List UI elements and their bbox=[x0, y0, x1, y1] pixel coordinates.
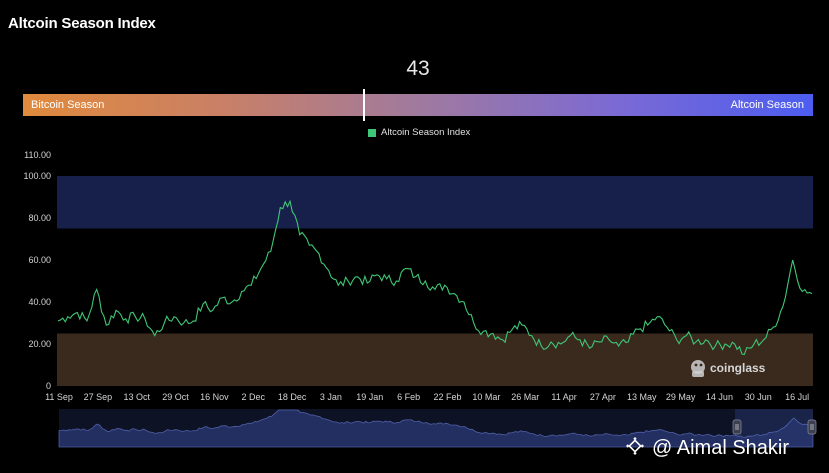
y-tick-label: 20.00 bbox=[28, 339, 51, 349]
x-tick-label: 29 May bbox=[666, 392, 696, 402]
season-marker bbox=[362, 89, 365, 121]
credit-overlay: @ Aimal Shakir bbox=[626, 437, 789, 459]
navigator-handle-body bbox=[732, 419, 742, 435]
y-tick-label: 100.00 bbox=[23, 171, 51, 181]
y-tick-label: 110.00 bbox=[24, 150, 51, 160]
x-tick-label: 16 Nov bbox=[200, 392, 229, 402]
coinglass-watermark: coinglass bbox=[691, 360, 766, 377]
x-tick-label: 14 Jun bbox=[706, 392, 733, 402]
y-tick-label: 0 bbox=[46, 381, 51, 391]
credit-text: @ Aimal Shakir bbox=[652, 437, 789, 459]
navigator-handle-body bbox=[807, 419, 817, 435]
altcoin-season-index-line bbox=[57, 199, 813, 356]
x-tick-label: 27 Apr bbox=[590, 392, 616, 402]
x-tick-label: 3 Jan bbox=[320, 392, 342, 402]
x-tick-label: 18 Dec bbox=[278, 392, 307, 402]
bitcoin-season-label: Bitcoin Season bbox=[31, 99, 105, 111]
x-tick-label: 30 Jun bbox=[745, 392, 772, 402]
y-tick-label: 60.00 bbox=[28, 255, 51, 265]
x-tick-label: 13 Oct bbox=[123, 392, 150, 402]
x-tick-label: 26 Mar bbox=[511, 392, 539, 402]
y-tick-label: 80.00 bbox=[28, 213, 51, 223]
chart-legend[interactable]: Altcoin Season Index bbox=[368, 127, 470, 138]
x-tick-label: 13 May bbox=[627, 392, 657, 402]
altcoin-season-label: Altcoin Season bbox=[730, 99, 804, 111]
page-title: Altcoin Season Index bbox=[8, 15, 156, 32]
x-tick-label: 11 Apr bbox=[551, 392, 576, 402]
altcoin-season-zone bbox=[57, 176, 813, 229]
legend-swatch bbox=[368, 128, 376, 137]
season-gradient-bar bbox=[23, 94, 813, 116]
range-navigator[interactable] bbox=[58, 409, 817, 448]
x-tick-label: 29 Oct bbox=[162, 392, 189, 402]
x-tick-label: 11 Sep bbox=[45, 392, 73, 402]
x-tick-label: 19 Jan bbox=[356, 392, 383, 402]
x-tick-label: 10 Mar bbox=[472, 392, 500, 402]
coinglass-logo-icon bbox=[691, 360, 705, 377]
x-tick-label: 22 Feb bbox=[433, 392, 461, 402]
x-tick-label: 16 Jul bbox=[785, 392, 809, 402]
index-value: 43 bbox=[406, 57, 430, 80]
legend-label: Altcoin Season Index bbox=[381, 127, 471, 138]
coinglass-logo-text: coinglass bbox=[710, 361, 766, 375]
x-tick-label: 27 Sep bbox=[84, 392, 113, 402]
navigator-series bbox=[58, 409, 814, 448]
y-tick-label: 40.00 bbox=[28, 297, 51, 307]
navigator-left-handle[interactable] bbox=[732, 419, 742, 435]
bitcoin-season-zone bbox=[57, 333, 813, 386]
navigator-right-handle[interactable] bbox=[807, 419, 817, 435]
x-tick-label: 6 Feb bbox=[397, 392, 420, 402]
x-tick-label: 2 Dec bbox=[241, 392, 265, 402]
